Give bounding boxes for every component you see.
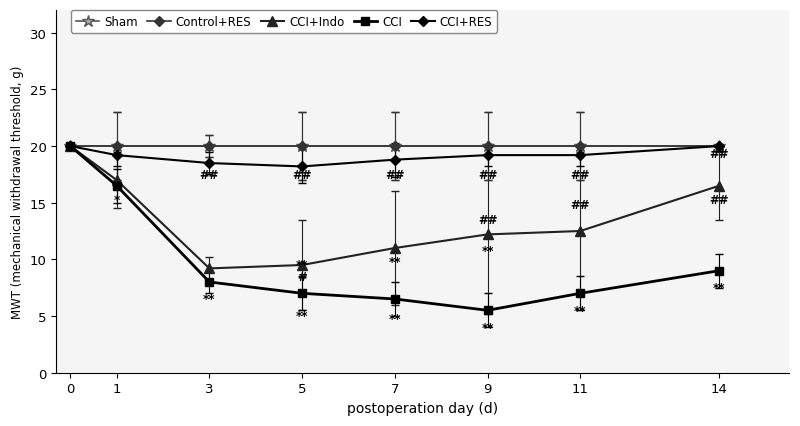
Text: ##: ## [478,168,498,181]
Text: **: ** [389,256,401,268]
X-axis label: postoperation day (d): postoperation day (d) [347,401,498,415]
Text: **: ** [713,282,726,294]
Text: ##: ## [292,168,312,181]
Text: ##: ## [200,168,219,181]
Text: **: ** [574,304,586,317]
Text: ##: ## [385,168,405,181]
Text: ##: ## [570,199,590,212]
Text: **: ** [296,310,308,323]
Text: ##: ## [570,168,590,181]
Text: ##: ## [710,193,729,206]
Text: ##: ## [710,148,729,161]
Y-axis label: MWT (mechanical withdrawal threshold, g): MWT (mechanical withdrawal threshold, g) [11,66,24,318]
Text: **: ** [296,259,308,272]
Legend: Sham, Control+RES, CCI+Indo, CCI, CCI+RES: Sham, Control+RES, CCI+Indo, CCI, CCI+RE… [71,11,497,34]
Text: ##: ## [478,214,498,227]
Text: **: ** [389,312,401,325]
Text: *: * [114,193,120,206]
Text: **: ** [482,321,494,334]
Text: #: # [298,270,307,283]
Text: **: ** [482,244,494,257]
Text: **: ** [203,293,216,306]
